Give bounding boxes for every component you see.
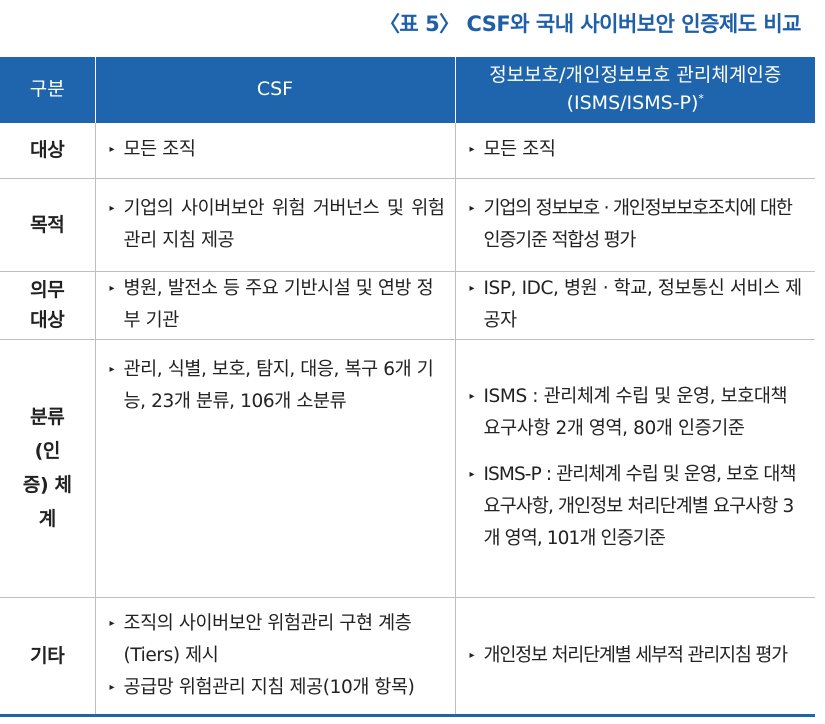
bullet-icon: ▸ [109, 681, 115, 693]
header-isms: 정보보호/개인정보보호 관리체계인증 (ISMS/ISMS-P)* [454, 57, 815, 123]
table-row: 분류 (인증) 체계 ▸ 관리, 식별, 보호, 탐지, 대응, 복구 6개 기능… [0, 339, 815, 598]
list-item: ▸ 병원, 발전소 등 주요 기반시설 및 연방 정부 기관 [110, 273, 445, 337]
list-item: ▸ ISP, IDC, 병원 · 학교, 정보통신 서비스 제공자 [470, 273, 806, 337]
row-label: 기타 [0, 597, 95, 717]
table-row: 대상 ▸ 모든 조직 ▸ 모든 조직 [0, 123, 815, 179]
list-item: ▸ ISMS-P : 관리체계 수립 및 운영, 보호 대책 요구사항, 개인정보… [470, 459, 806, 555]
csf-cell: ▸ 기업의 사이버보안 위험 거버넌스 및 위험 관리 지침 제공 [94, 178, 455, 272]
bullet-icon: ▸ [109, 202, 115, 214]
row-label: 대상 [0, 123, 95, 179]
header-csf: CSF [94, 57, 455, 123]
header-row: 구분 CSF 정보보호/개인정보보호 관리체계인증 (ISMS/ISMS-P)* [0, 57, 815, 123]
header-isms-line2: (ISMS/ISMS-P) [566, 92, 699, 114]
list-item: ▸ 모든 조직 [470, 134, 806, 166]
item-text: 모든 조직 [483, 139, 556, 161]
header-category: 구분 [0, 57, 95, 123]
bullet-icon: ▸ [109, 144, 115, 156]
item-text: 관리, 식별, 보호, 탐지, 대응, 복구 6개 기능, 23개 분류, 10… [123, 358, 434, 412]
bullet-icon: ▸ [469, 391, 475, 402]
table-row: 목적 ▸ 기업의 사이버보안 위험 거버넌스 및 위험 관리 지침 제공 ▸ 기업의… [0, 178, 815, 272]
list-item: ▸ ISMS : 관리체계 수립 및 운영, 보호대책 요구사항 2개 영역, 8… [470, 381, 806, 445]
isms-cell: ▸ ISMS : 관리체계 수립 및 운영, 보호대책 요구사항 2개 영역, 8… [454, 339, 815, 598]
item-text: ISP, IDC, 병원 · 학교, 정보통신 서비스 제공자 [483, 278, 803, 331]
bullet-icon: ▸ [109, 283, 115, 294]
bullet-icon: ▸ [469, 469, 475, 480]
item-text: 기업의 정보보호 · 개인정보보호조치에 대한 인증기준 적합성 평가 [483, 197, 793, 251]
comparison-table: 구분 CSF 정보보호/개인정보보호 관리체계인증 (ISMS/ISMS-P)*… [0, 57, 815, 717]
table-row: 기타 ▸ 조직의 사이버보안 위험관리 구현 계층 (Tiers) 제시 ▸ 공급망… [0, 597, 815, 717]
row-label-text: 의무 대상 [30, 279, 65, 331]
item-text: 개인정보 처리단계별 세부적 관리지침 평가 [483, 644, 789, 666]
row-label: 분류 (인증) 체계 [0, 339, 95, 598]
list-item: ▸ 관리, 식별, 보호, 탐지, 대응, 복구 6개 기능, 23개 분류, 1… [110, 354, 445, 418]
csf-cell: ▸ 모든 조직 [94, 123, 455, 179]
item-text: 병원, 발전소 등 주요 기반시설 및 연방 정부 기관 [123, 278, 434, 331]
list-item: ▸ 기업의 사이버보안 위험 거버넌스 및 위험 관리 지침 제공 [110, 193, 445, 257]
item-text: 기업의 사이버보안 위험 거버넌스 및 위험 관리 지침 제공 [123, 197, 445, 251]
header-isms-line1: 정보보호/개인정보보호 관리체계인증 [489, 64, 782, 87]
isms-cell: ▸ 개인정보 처리단계별 세부적 관리지침 평가 [454, 597, 815, 717]
table-title: 〈표 5〉 CSF와 국내 사이버보안 인증제도 비교 [378, 12, 802, 36]
list-item: ▸ 개인정보 처리단계별 세부적 관리지침 평가 [470, 640, 806, 672]
bullet-icon: ▸ [469, 202, 475, 214]
bullet-icon: ▸ [469, 144, 475, 156]
isms-cell: ▸ 모든 조직 [454, 123, 815, 179]
item-text: ISMS-P : 관리체계 수립 및 운영, 보호 대책 요구사항, 개인정보 … [483, 464, 797, 549]
item-text: 공급망 위험관리 지침 제공(10개 항목) [123, 676, 415, 698]
list-item: ▸ 공급망 위험관리 지침 제공(10개 항목) [110, 672, 445, 704]
footnote-mark: * [698, 92, 704, 105]
bullet-icon: ▸ [469, 283, 475, 294]
list-item: ▸ 기업의 정보보호 · 개인정보보호조치에 대한 인증기준 적합성 평가 [470, 193, 806, 257]
isms-cell: ▸ ISP, IDC, 병원 · 학교, 정보통신 서비스 제공자 [454, 271, 815, 340]
item-text: 모든 조직 [123, 139, 196, 161]
row-label: 목적 [0, 178, 95, 272]
spacer [470, 445, 806, 459]
bullet-icon: ▸ [469, 649, 475, 661]
item-text: ISMS : 관리체계 수립 및 운영, 보호대책 요구사항 2개 영역, 80… [483, 386, 788, 439]
isms-cell: ▸ 기업의 정보보호 · 개인정보보호조치에 대한 인증기준 적합성 평가 [454, 178, 815, 272]
table-row: 의무 대상 ▸ 병원, 발전소 등 주요 기반시설 및 연방 정부 기관 ▸ ISP… [0, 271, 815, 340]
bullet-icon: ▸ [109, 363, 115, 375]
csf-cell: ▸ 병원, 발전소 등 주요 기반시설 및 연방 정부 기관 [94, 271, 455, 340]
item-text: 조직의 사이버보안 위험관리 구현 계층 (Tiers) 제시 [123, 612, 412, 666]
list-item: ▸ 모든 조직 [110, 134, 445, 166]
row-label-text: 분류 (인증) 체계 [22, 406, 72, 530]
row-label: 의무 대상 [0, 271, 95, 340]
list-item: ▸ 조직의 사이버보안 위험관리 구현 계층 (Tiers) 제시 [110, 608, 445, 672]
csf-cell: ▸ 관리, 식별, 보호, 탐지, 대응, 복구 6개 기능, 23개 분류, 1… [94, 339, 455, 598]
csf-cell: ▸ 조직의 사이버보안 위험관리 구현 계층 (Tiers) 제시 ▸ 공급망 위험… [94, 597, 455, 717]
bullet-icon: ▸ [109, 617, 115, 629]
